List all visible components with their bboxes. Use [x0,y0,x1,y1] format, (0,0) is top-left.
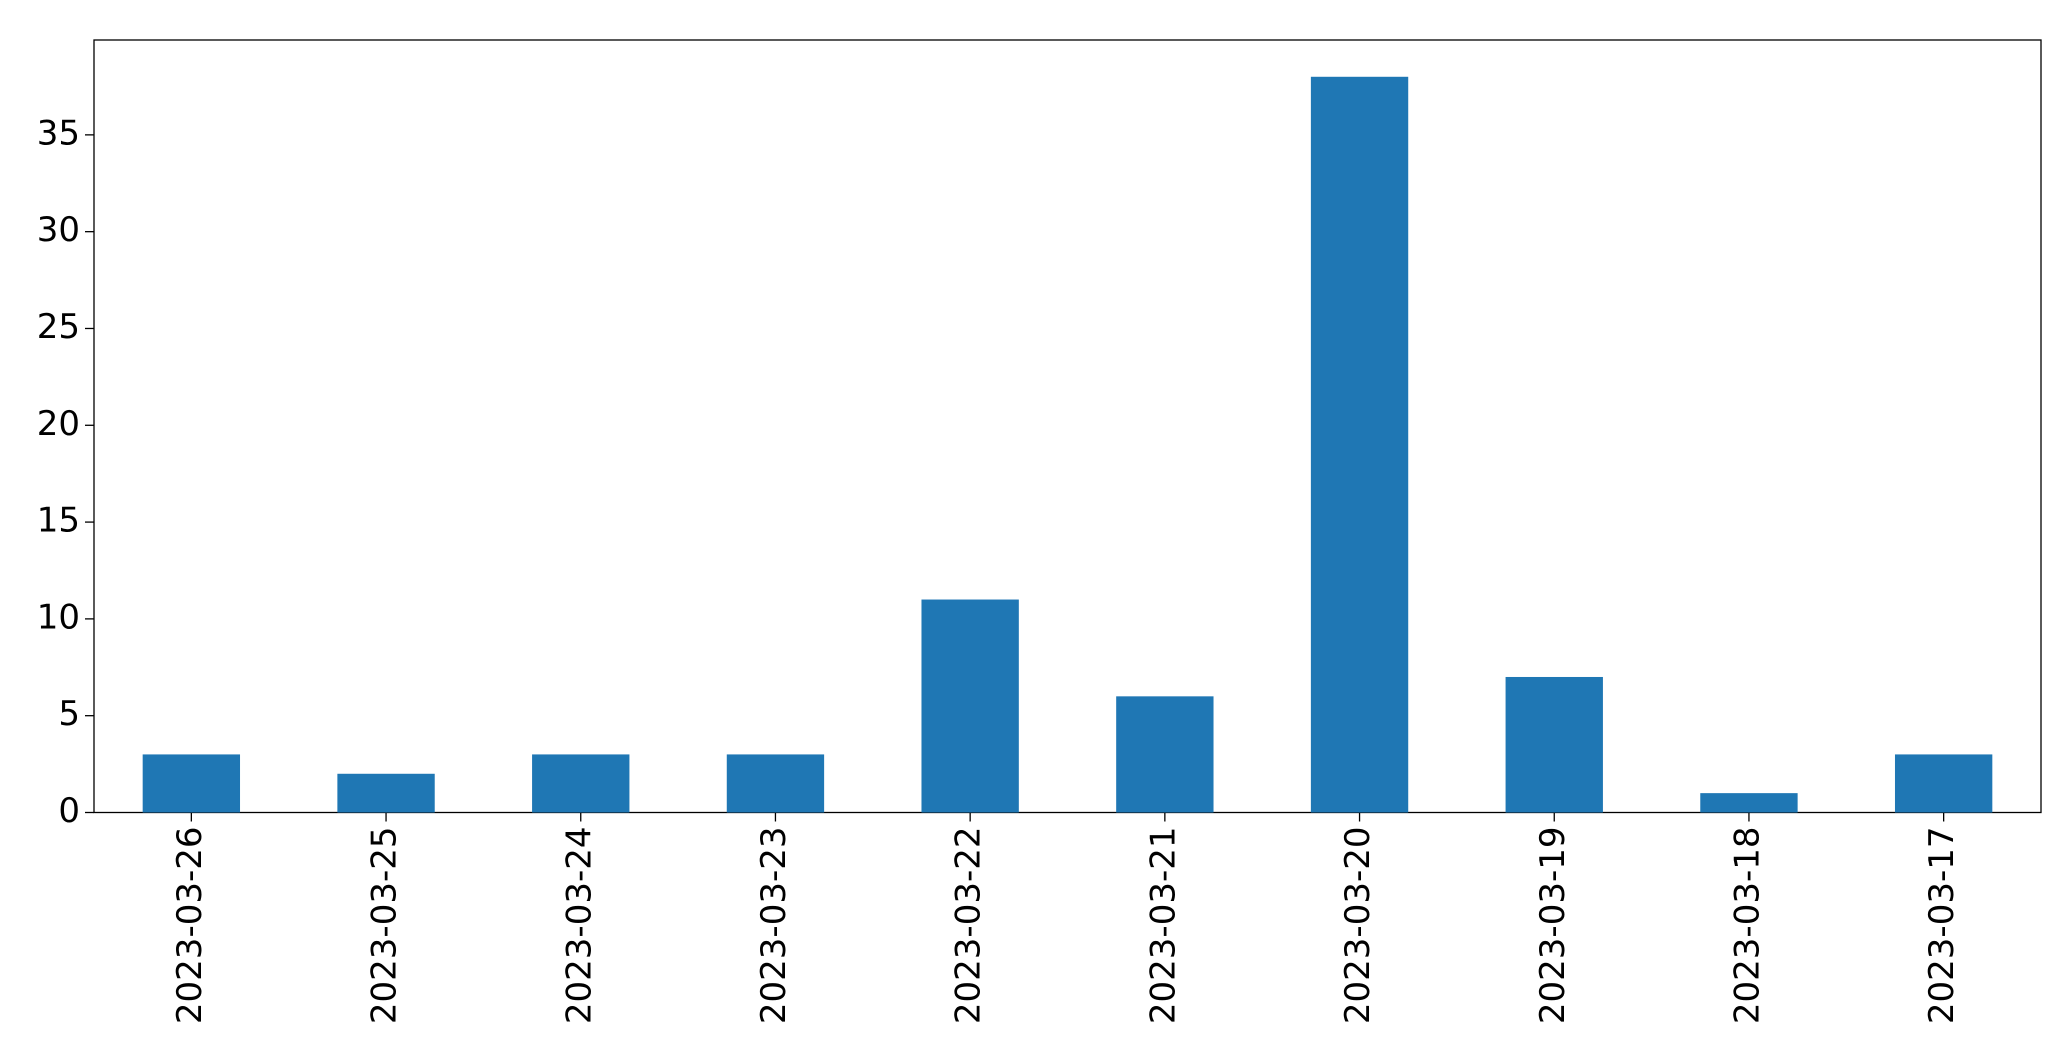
y-tick-label: 25 [37,307,80,347]
plot-frame [93,39,2042,814]
bar [1505,676,1603,813]
bar [532,754,630,813]
y-tick-label: 20 [37,404,80,444]
y-tick-label: 5 [58,694,80,734]
y-tick-label: 0 [58,791,80,831]
bar [726,754,825,813]
x-tick-label: 2023-03-19 [1533,827,1573,1025]
bar [337,773,435,813]
bar [1894,754,1993,813]
bar [1116,696,1214,813]
x-tick-label: 2023-03-21 [1143,827,1183,1025]
y-tick-label: 15 [37,501,80,541]
x-tick-label: 2023-03-24 [559,827,599,1025]
x-tick-label: 2023-03-22 [949,827,989,1025]
y-tick-label: 30 [37,210,80,250]
bar [921,599,1019,813]
x-tick-label: 2023-03-25 [365,827,405,1025]
bar [1310,76,1409,813]
x-tick-label: 2023-03-20 [1338,827,1378,1025]
x-tick-label: 2023-03-23 [754,827,794,1025]
y-tick-label: 35 [37,113,80,153]
x-tick-label: 2023-03-18 [1727,827,1767,1025]
bar [142,754,241,813]
y-tick-label: 10 [37,597,80,637]
x-tick-label: 2023-03-17 [1922,826,1962,1024]
x-tick-label: 2023-03-26 [170,827,210,1025]
bar [1700,793,1798,813]
